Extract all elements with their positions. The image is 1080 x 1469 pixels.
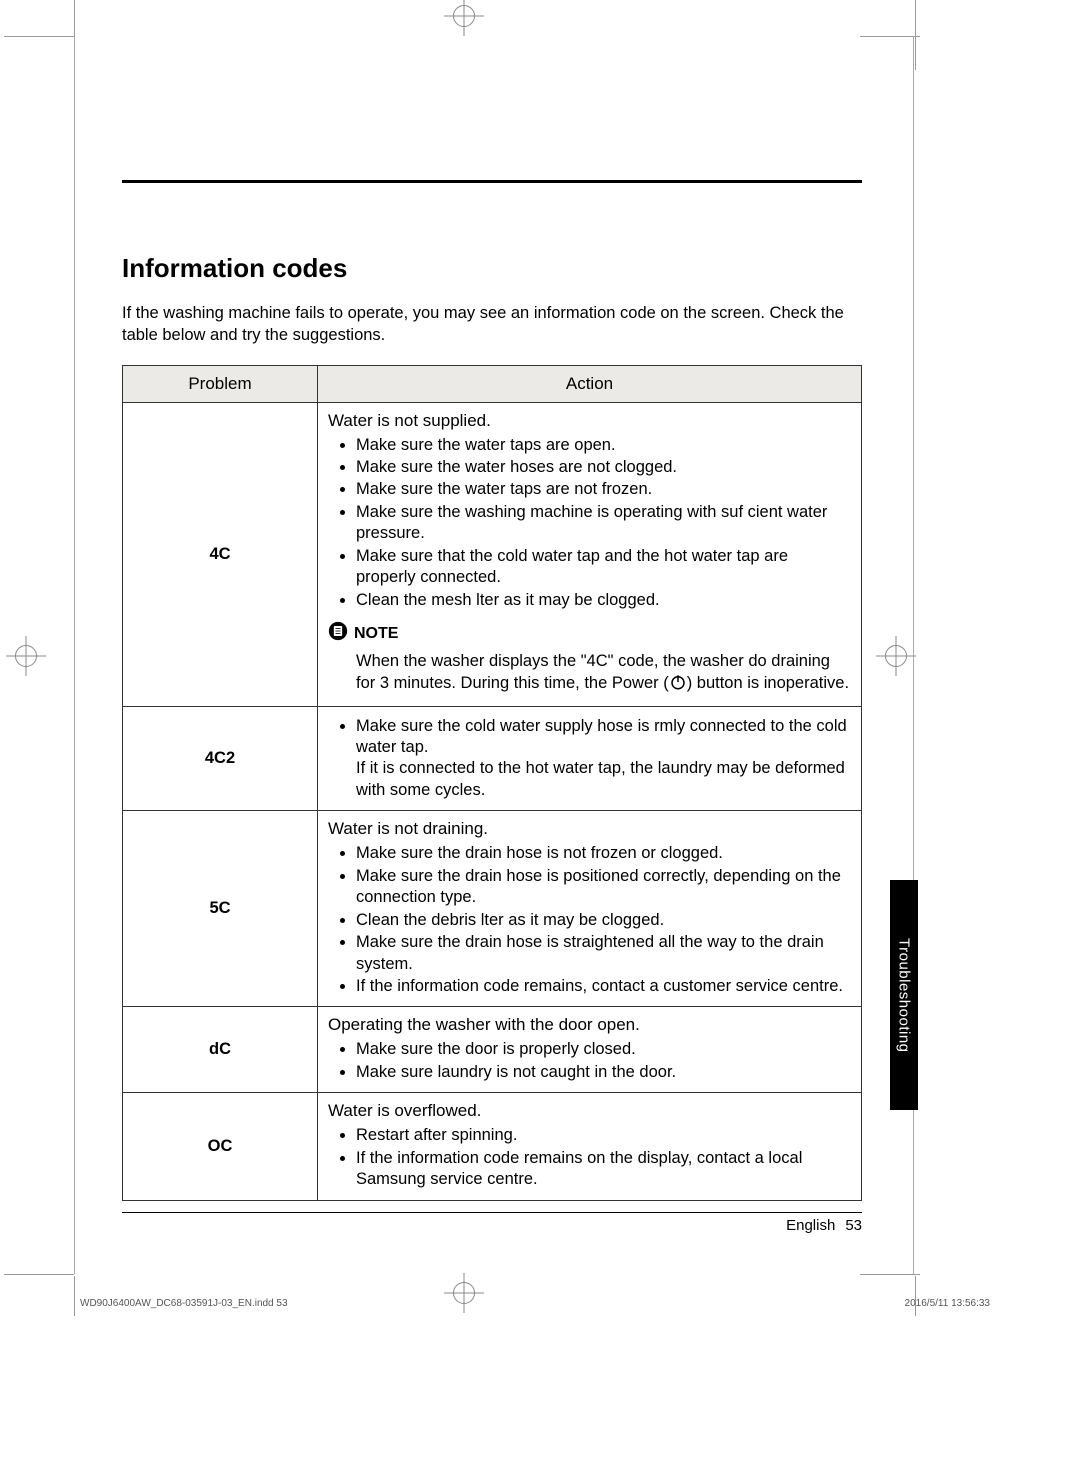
note-icon <box>328 621 348 646</box>
top-rule <box>122 180 862 183</box>
job-date: 2016/5/11 13:56:33 <box>905 1298 990 1309</box>
action-heading: Water is not draining. <box>328 819 851 839</box>
action-heading: Operating the washer with the door open. <box>328 1015 851 1035</box>
table-row: 4C Water is not supplied. Make sure the … <box>123 402 862 706</box>
code-cell: 5C <box>123 811 318 1007</box>
job-file: WD90J6400AW_DC68-03591J-03_EN.indd 53 <box>80 1298 288 1309</box>
list-item: Make sure that the cold water tap and th… <box>356 546 851 589</box>
list-item: Clean the debris lter as it may be clogg… <box>356 910 851 931</box>
table-row: dC Operating the washer with the door op… <box>123 1007 862 1093</box>
action-list: Make sure the drain hose is not frozen o… <box>356 843 851 997</box>
note-block: NOTE When the washer displays the "4C" c… <box>328 621 851 698</box>
intro-paragraph: If the washing machine fails to operate,… <box>122 302 862 347</box>
note-label: NOTE <box>354 625 398 643</box>
info-codes-table: Problem Action 4C Water is not supplied.… <box>122 365 862 1201</box>
code-cell: dC <box>123 1007 318 1093</box>
action-list: Make sure the door is properly closed. M… <box>356 1039 851 1083</box>
footer-language: English <box>786 1217 835 1234</box>
col-header-problem: Problem <box>123 365 318 402</box>
code-cell: 4C2 <box>123 706 318 811</box>
col-header-action: Action <box>318 365 862 402</box>
list-item: Make sure the door is properly closed. <box>356 1039 851 1060</box>
list-item: Make sure the drain hose is positioned c… <box>356 866 851 909</box>
action-list: Restart after spinning. If the informati… <box>356 1125 851 1190</box>
list-item: Restart after spinning. <box>356 1125 851 1146</box>
code-cell: OC <box>123 1093 318 1200</box>
table-row: 5C Water is not draining. Make sure the … <box>123 811 862 1007</box>
list-item: Make sure laundry is not caught in the d… <box>356 1062 851 1083</box>
action-list: Make sure the cold water supply hose is … <box>356 716 851 802</box>
page-footer: English 53 <box>122 1212 862 1234</box>
action-list: Make sure the water taps are open. Make … <box>356 435 851 612</box>
page-content: Information codes If the washing machine… <box>122 180 862 1201</box>
list-item: Make sure the water hoses are not clogge… <box>356 457 851 478</box>
action-cell: Water is not draining. Make sure the dra… <box>318 811 862 1007</box>
action-cell: Water is not supplied. Make sure the wat… <box>318 402 862 706</box>
action-cell: Water is overflowed. Restart after spinn… <box>318 1093 862 1200</box>
list-item: If the information code remains on the d… <box>356 1148 851 1191</box>
note-text: When the washer displays the "4C" code, … <box>356 650 851 698</box>
list-item: Make sure the washing machine is operati… <box>356 502 851 545</box>
list-item: Make sure the cold water supply hose is … <box>356 716 851 802</box>
list-item: Clean the mesh lter as it may be clogged… <box>356 590 851 611</box>
list-item: Make sure the water taps are not frozen. <box>356 479 851 500</box>
list-item: Make sure the water taps are open. <box>356 435 851 456</box>
power-icon <box>669 673 687 697</box>
action-heading: Water is not supplied. <box>328 411 851 431</box>
action-cell: Make sure the cold water supply hose is … <box>318 706 862 811</box>
list-item: If the information code remains, contact… <box>356 976 851 997</box>
list-item: Make sure the drain hose is not frozen o… <box>356 843 851 864</box>
print-job-line: WD90J6400AW_DC68-03591J-03_EN.indd 53 20… <box>80 1298 990 1309</box>
section-title: Information codes <box>122 253 862 284</box>
code-cell: 4C <box>123 402 318 706</box>
list-item: Make sure the drain hose is straightened… <box>356 932 851 975</box>
section-side-tab: Troubleshooting <box>890 880 918 1110</box>
action-heading: Water is overflowed. <box>328 1101 851 1121</box>
table-row: OC Water is overflowed. Restart after sp… <box>123 1093 862 1200</box>
table-row: 4C2 Make sure the cold water supply hose… <box>123 706 862 811</box>
footer-page-number: 53 <box>845 1217 862 1234</box>
action-cell: Operating the washer with the door open.… <box>318 1007 862 1093</box>
